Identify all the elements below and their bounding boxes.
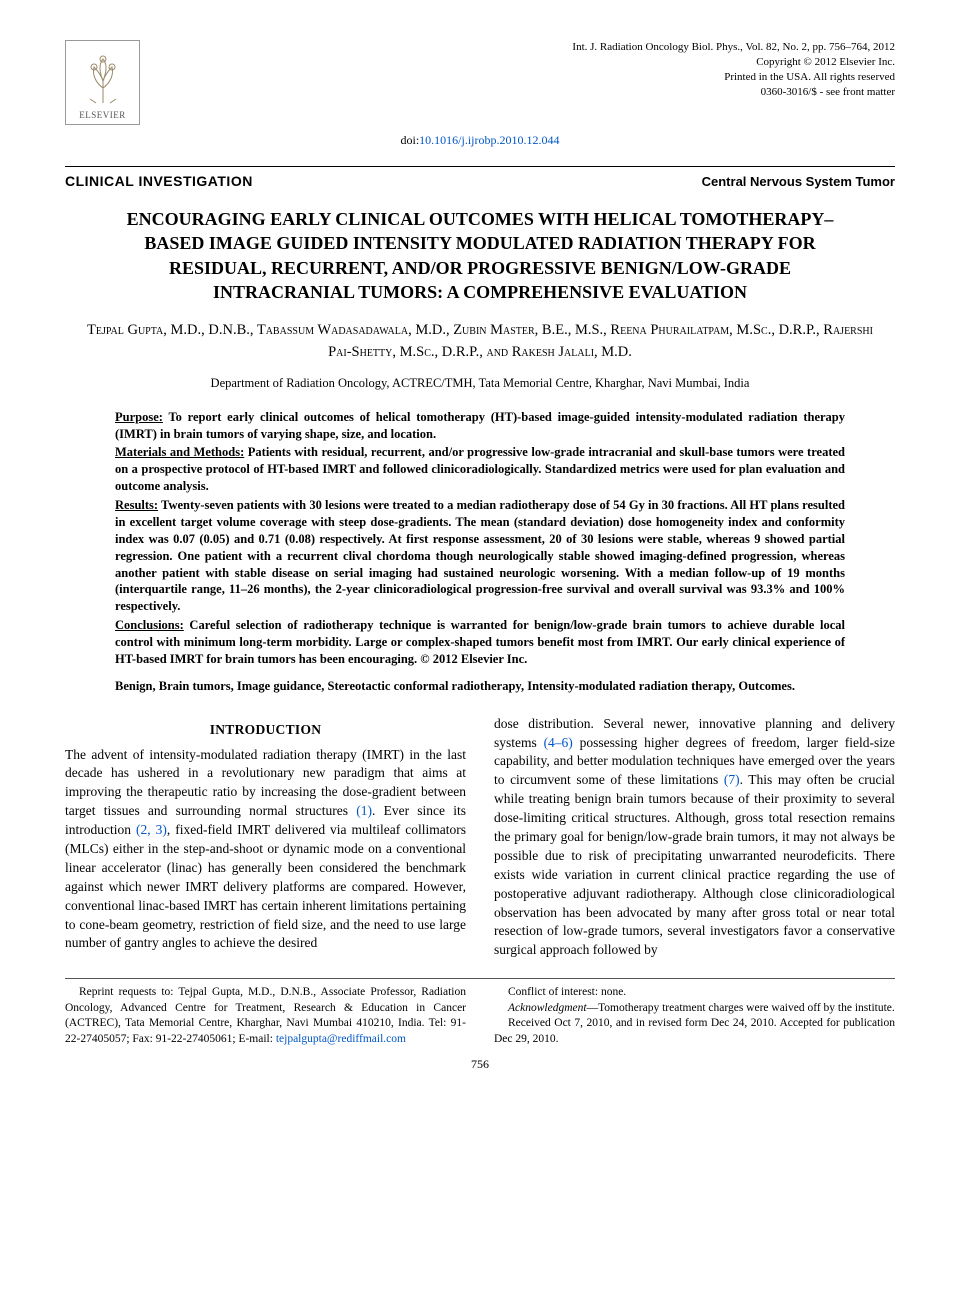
publisher-logo-label: ELSEVIER	[79, 110, 126, 120]
author-list: Tejpal Gupta, M.D., D.N.B., Tabassum Wad…	[85, 320, 875, 364]
introduction-heading: INTRODUCTION	[65, 721, 466, 740]
ref-link-4-6[interactable]: (4–6)	[544, 735, 573, 750]
left-column: INTRODUCTION The advent of intensity-mod…	[65, 715, 466, 961]
page-number: 756	[65, 1057, 895, 1072]
journal-citation-line: Int. J. Radiation Oncology Biol. Phys., …	[572, 40, 895, 55]
conclusions-label: Conclusions:	[115, 618, 184, 632]
ack-text: —Tomotherapy treatment charges were waiv…	[587, 1002, 895, 1014]
footer-columns: Reprint requests to: Tejpal Gupta, M.D.,…	[65, 985, 895, 1047]
elsevier-tree-icon	[78, 53, 128, 108]
footer-left: Reprint requests to: Tejpal Gupta, M.D.,…	[65, 985, 466, 1047]
article-title: ENCOURAGING EARLY CLINICAL OUTCOMES WITH…	[105, 207, 855, 304]
journal-page: ELSEVIER Int. J. Radiation Oncology Biol…	[0, 0, 960, 1102]
keywords: Benign, Brain tumors, Image guidance, St…	[115, 678, 845, 695]
ref-link-7[interactable]: (7)	[724, 772, 740, 787]
publisher-logo: ELSEVIER	[65, 40, 140, 125]
abstract-block: Purpose: To report early clinical outcom…	[115, 409, 845, 668]
footer-rule	[65, 978, 895, 979]
purpose-text: To report early clinical outcomes of hel…	[115, 410, 845, 441]
doi-prefix: doi:	[400, 133, 419, 147]
section-topic: Central Nervous System Tumor	[702, 174, 895, 189]
results-label: Results:	[115, 498, 158, 512]
conflict-line: Conflict of interest: none.	[494, 985, 895, 1001]
ack-label: Acknowledgment	[508, 1002, 587, 1014]
page-header: ELSEVIER Int. J. Radiation Oncology Biol…	[65, 40, 895, 125]
ref-link-1[interactable]: (1)	[356, 803, 372, 818]
copyright-line: Copyright © 2012 Elsevier Inc.	[572, 55, 895, 70]
ref-link-2-3[interactable]: (2, 3)	[136, 822, 167, 837]
body-text-1c: , fixed-field IMRT delivered via multile…	[65, 822, 466, 950]
body-text-2c: . This may often be crucial while treati…	[494, 772, 895, 957]
printed-line: Printed in the USA. All rights reserved	[572, 70, 895, 85]
section-type: CLINICAL INVESTIGATION	[65, 173, 253, 189]
reprint-email-link[interactable]: tejpalgupta@rediffmail.com	[276, 1033, 406, 1045]
conclusions-text: Careful selection of radiotherapy techni…	[115, 618, 845, 666]
doi-link[interactable]: 10.1016/j.ijrobp.2010.12.044	[419, 133, 559, 147]
right-column: dose distribution. Several newer, innova…	[494, 715, 895, 961]
affiliation: Department of Radiation Oncology, ACTREC…	[65, 376, 895, 391]
purpose-label: Purpose:	[115, 410, 163, 424]
methods-label: Materials and Methods:	[115, 445, 244, 459]
issn-line: 0360-3016/$ - see front matter	[572, 85, 895, 100]
section-bar: CLINICAL INVESTIGATION Central Nervous S…	[65, 167, 895, 193]
body-columns: INTRODUCTION The advent of intensity-mod…	[65, 715, 895, 961]
doi-line: doi:10.1016/j.ijrobp.2010.12.044	[65, 133, 895, 148]
footer-right: Conflict of interest: none. Acknowledgme…	[494, 985, 895, 1047]
results-text: Twenty-seven patients with 30 lesions we…	[115, 498, 845, 613]
received-line: Received Oct 7, 2010, and in revised for…	[494, 1016, 895, 1047]
journal-meta: Int. J. Radiation Oncology Biol. Phys., …	[572, 40, 895, 99]
